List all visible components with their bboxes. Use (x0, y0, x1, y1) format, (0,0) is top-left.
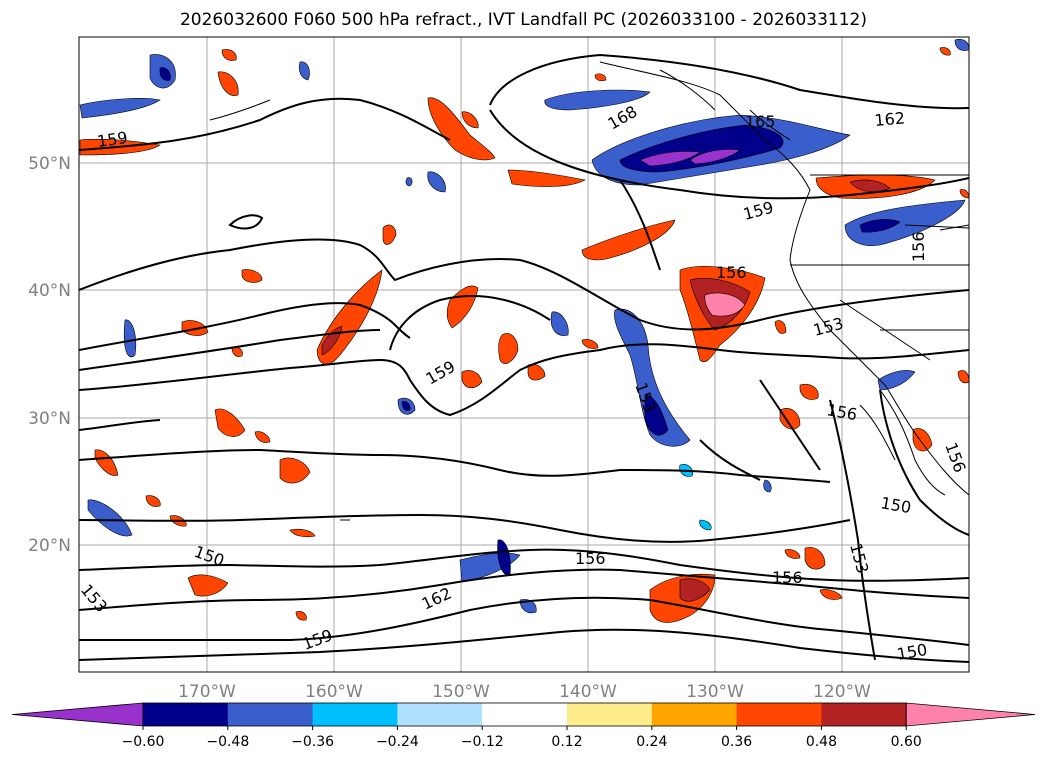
colorbar-tick-label: −0.36 (291, 734, 334, 750)
colorbar-segment (482, 703, 568, 726)
lon-tick-label: 120°W (813, 682, 871, 702)
map-title: 2026032600 F060 500 hPa refract., IVT La… (179, 10, 867, 30)
lon-tick-label: 150°W (432, 682, 490, 702)
contour-label: 159 (96, 128, 129, 151)
colorbar-tick-label: 0.60 (891, 734, 922, 750)
lat-tick-labels: 50°N 40°N 30°N 20°N (28, 154, 71, 556)
contour-label: 156 (772, 568, 803, 587)
lon-tick-label: 140°W (559, 682, 617, 702)
lon-tick-label: 170°W (178, 682, 236, 702)
colorbar-segment (567, 703, 653, 726)
plot-frame (78, 36, 970, 673)
colorbar-extend-max (905, 702, 1036, 727)
colorbar-tick-label: 0.48 (806, 734, 837, 750)
colorbar-segment (821, 703, 907, 726)
contour-label: 162 (874, 108, 906, 130)
colorbar-segment (651, 703, 738, 726)
colorbar-tick-label: 0.36 (721, 734, 752, 750)
colorbar: −0.60 −0.48 −0.36 −0.24 −0.12 0.12 0.24 0.36 0.4… (11, 702, 1036, 750)
lat-tick-label: 50°N (28, 154, 71, 174)
colorbar-segment (397, 703, 483, 726)
negative-shading (79, 39, 969, 614)
positive-shading (79, 47, 969, 623)
coastlines (209, 61, 969, 521)
lat-tick-label: 20°N (28, 536, 71, 556)
lon-tick-label: 160°W (305, 682, 363, 702)
colorbar-segment (143, 703, 229, 726)
colorbar-tick-label: −0.60 (122, 734, 165, 750)
height-contours (79, 53, 969, 663)
lon-tick-labels: 170°W 160°W 150°W 140°W 130°W 120°W (178, 682, 871, 702)
colorbar-tick-label: −0.24 (376, 734, 419, 750)
lat-tick-label: 40°N (28, 281, 71, 301)
lon-tick-label: 130°W (686, 682, 744, 702)
contour-label: 156 (909, 231, 928, 262)
colorbar-tick-label: −0.48 (206, 734, 249, 750)
lat-tick-label: 30°N (28, 409, 71, 429)
colorbar-outline (142, 702, 907, 727)
colorbar-extend-min (11, 702, 144, 727)
colorbar-tick-label: −0.12 (461, 734, 504, 750)
colorbar-tick-label: 0.12 (551, 734, 582, 750)
colorbar-segment (736, 703, 822, 726)
colorbar-tick-label: 0.24 (636, 734, 667, 750)
contour-label: 156 (575, 549, 606, 568)
colorbar-segment (227, 703, 314, 726)
contour-label: 156 (716, 263, 747, 282)
colorbar-segment (312, 703, 398, 726)
contour-label: 165 (745, 112, 776, 131)
